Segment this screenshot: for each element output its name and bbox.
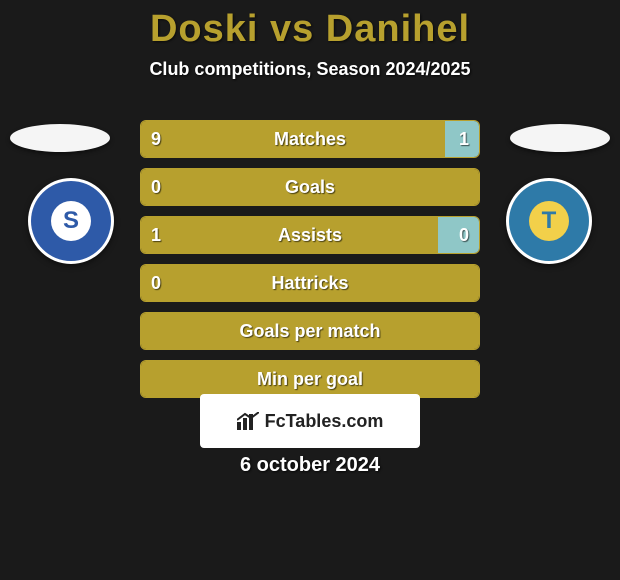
stat-row-goals: 0Goals: [140, 168, 480, 206]
club-badge-left: S: [28, 178, 114, 264]
stat-row-min-per-goal: Min per goal: [140, 360, 480, 398]
stat-row-matches: 91Matches: [140, 120, 480, 158]
player-photo-right: [510, 124, 610, 152]
stat-label: Matches: [141, 121, 479, 157]
stat-row-goals-per-match: Goals per match: [140, 312, 480, 350]
player-photo-left: [10, 124, 110, 152]
club-badge-right: T: [506, 178, 592, 264]
stat-label: Min per goal: [141, 361, 479, 397]
chart-icon: [237, 412, 259, 430]
stats-container: 91Matches 0Goals 10Assists 0Hattricks Goals …: [140, 120, 480, 408]
club-badge-right-ring: T: [509, 181, 589, 261]
date-text: 6 october 2024: [0, 454, 620, 477]
club-initial-left: S: [51, 201, 91, 241]
club-initial-right: T: [529, 201, 569, 241]
club-badge-left-ring: S: [31, 181, 111, 261]
stat-row-hattricks: 0Hattricks: [140, 264, 480, 302]
stat-label: Assists: [141, 217, 479, 253]
page-title: Doski vs Danihel: [0, 0, 620, 51]
stat-label: Goals per match: [141, 313, 479, 349]
stat-label: Hattricks: [141, 265, 479, 301]
brand-box[interactable]: FcTables.com: [200, 394, 420, 448]
comparison-card: Doski vs Danihel Club competitions, Seas…: [0, 0, 620, 580]
brand-text: FcTables.com: [265, 411, 384, 432]
page-subtitle: Club competitions, Season 2024/2025: [0, 59, 620, 80]
stat-row-assists: 10Assists: [140, 216, 480, 254]
stat-label: Goals: [141, 169, 479, 205]
